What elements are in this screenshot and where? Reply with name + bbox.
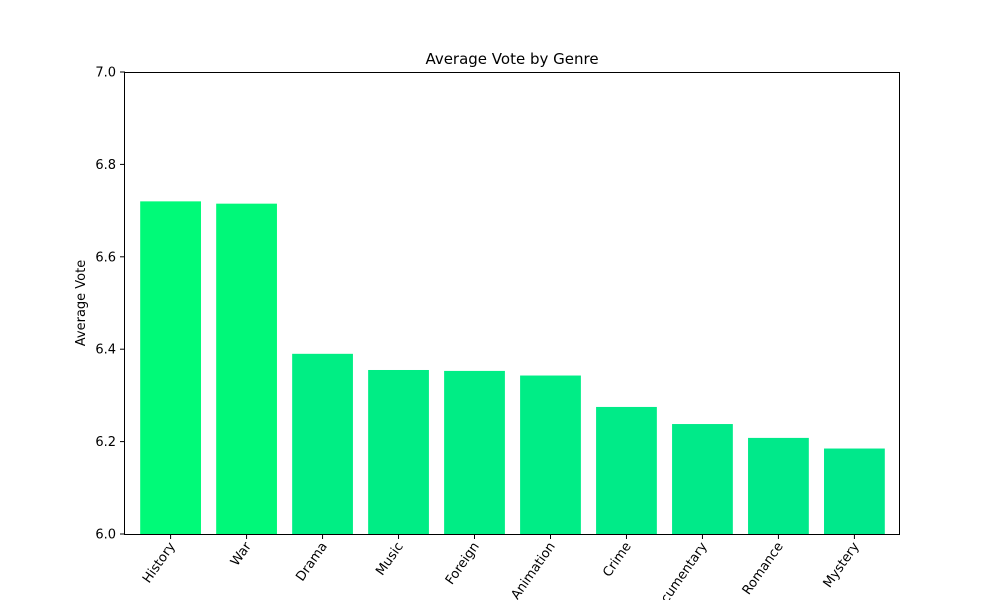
y-axis-label: Average Vote xyxy=(74,260,89,346)
x-tick-label: Mystery xyxy=(821,539,863,590)
bar-documentary xyxy=(672,424,733,534)
bar-mystery xyxy=(824,448,885,534)
bar-drama xyxy=(292,353,353,534)
x-tick-label: War xyxy=(228,539,255,569)
x-tick-label: Documentary xyxy=(648,539,711,600)
bar-foreign xyxy=(444,370,505,534)
x-tick-label: Drama xyxy=(293,540,330,585)
x-tick-label: History xyxy=(140,539,179,586)
bar-romance xyxy=(748,437,809,534)
x-tick-label: Foreign xyxy=(443,540,483,588)
x-tick-label: Romance xyxy=(740,540,787,598)
x-tick-label: Animation xyxy=(508,540,558,600)
chart-title: Average Vote by Genre xyxy=(425,50,598,68)
bar-history xyxy=(140,201,201,535)
bar-music xyxy=(368,369,429,534)
y-axis: 6.0 6.2 6.4 6.6 6.8 7.0 xyxy=(95,66,125,543)
y-tick-label: 6.6 xyxy=(95,250,116,265)
bar-war xyxy=(216,203,277,535)
x-axis: History War Drama Music Foreign Animation Crim… xyxy=(140,534,863,600)
bar-animation xyxy=(520,375,581,534)
x-tick-label: Crime xyxy=(600,540,634,580)
bars-layer xyxy=(140,201,885,535)
plot-frame xyxy=(124,72,900,535)
y-tick-label: 6.4 xyxy=(95,343,116,358)
x-tick-label: Music xyxy=(373,540,407,579)
y-tick-label: 6.2 xyxy=(95,435,116,450)
y-tick-label: 6.0 xyxy=(95,528,116,543)
y-tick-label: 6.8 xyxy=(95,158,116,173)
y-tick-label: 7.0 xyxy=(95,66,116,81)
bar-crime xyxy=(596,406,657,534)
